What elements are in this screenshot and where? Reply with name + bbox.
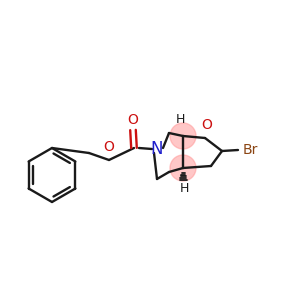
Text: H: H [175, 113, 185, 126]
Text: N: N [151, 140, 163, 158]
Text: Br: Br [243, 143, 258, 157]
Text: O: O [128, 113, 138, 127]
Text: O: O [202, 118, 212, 132]
Circle shape [170, 155, 196, 181]
Circle shape [170, 123, 196, 149]
Text: H: H [179, 182, 189, 195]
Text: O: O [103, 140, 114, 154]
